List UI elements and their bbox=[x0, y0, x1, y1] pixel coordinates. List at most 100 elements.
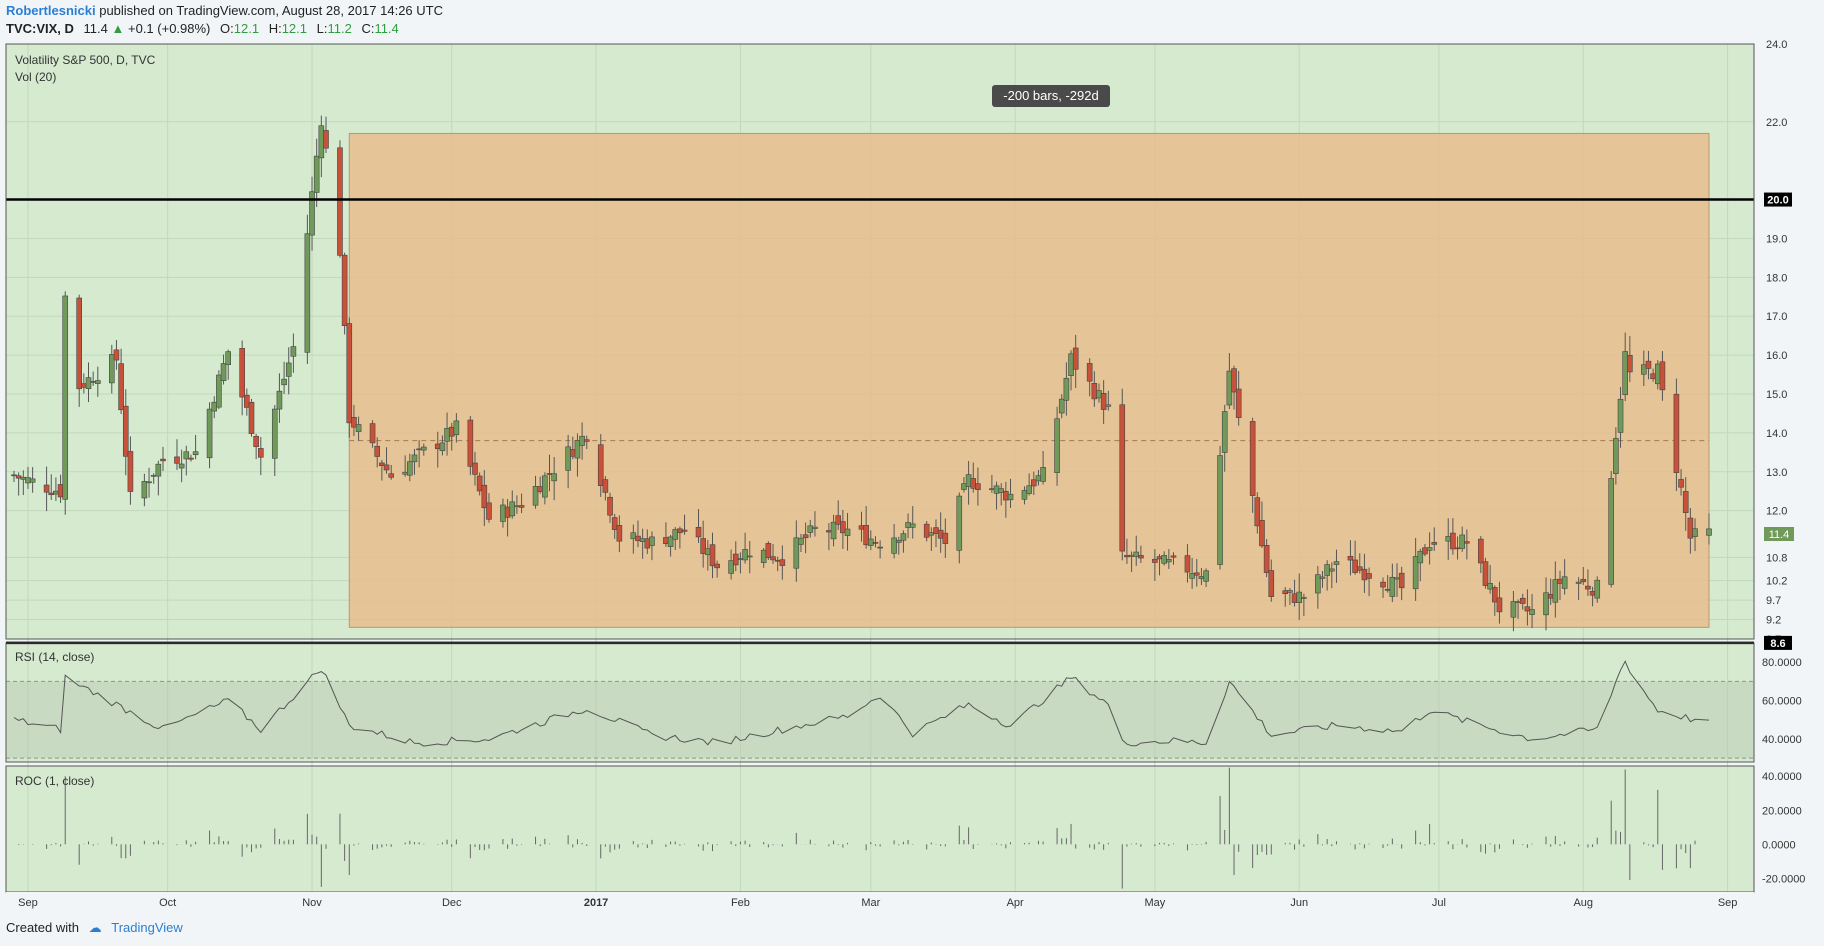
price-tick-label: 16.0 bbox=[1766, 350, 1787, 362]
candle bbox=[518, 493, 525, 514]
candle bbox=[304, 214, 311, 364]
candle bbox=[770, 544, 776, 564]
candle bbox=[672, 527, 679, 550]
candle bbox=[602, 476, 609, 501]
hline-price-tag bbox=[1764, 635, 1792, 650]
candle bbox=[695, 509, 702, 543]
candle bbox=[779, 545, 786, 580]
publish-text: published on TradingView.com, August 28,… bbox=[99, 3, 443, 18]
candle bbox=[607, 492, 613, 523]
time-tick-label: Jun bbox=[1290, 897, 1308, 909]
candle bbox=[481, 470, 488, 526]
candle bbox=[1464, 529, 1470, 560]
last-price-label: 11.4 bbox=[1769, 529, 1790, 541]
candle bbox=[1189, 558, 1195, 589]
range-tooltip: -200 bars, -292d bbox=[992, 85, 1110, 107]
candle bbox=[122, 389, 129, 476]
candle bbox=[830, 514, 837, 547]
candle bbox=[1682, 477, 1689, 531]
candle bbox=[700, 520, 706, 568]
candle bbox=[1422, 543, 1428, 557]
candles bbox=[11, 115, 1712, 632]
roc-tick-label: 20.0000 bbox=[1762, 805, 1802, 817]
candle bbox=[155, 460, 162, 496]
price-tick-label: 15.0 bbox=[1766, 389, 1787, 401]
candle bbox=[323, 116, 329, 154]
price-tick-label: 10.8 bbox=[1766, 552, 1787, 564]
candle bbox=[1026, 473, 1032, 496]
candle bbox=[239, 340, 245, 416]
candle bbox=[611, 513, 618, 539]
candle bbox=[1543, 577, 1549, 631]
candle bbox=[127, 436, 134, 505]
price-tick-label: 18.0 bbox=[1766, 272, 1787, 284]
candle bbox=[1552, 561, 1559, 618]
created-with-text: Created with bbox=[6, 920, 79, 935]
hline-price-label: 8.6 bbox=[1770, 638, 1785, 650]
candle bbox=[1030, 471, 1037, 496]
publish-info: Robertlesnicki published on TradingView.… bbox=[6, 3, 443, 18]
rsi-pane-bg bbox=[6, 643, 1754, 762]
candle bbox=[840, 509, 846, 550]
candle bbox=[146, 467, 152, 498]
candle bbox=[108, 344, 115, 394]
candle bbox=[439, 435, 446, 456]
candle bbox=[1040, 451, 1046, 485]
chart-title: Volatility S&P 500, D, TVC bbox=[15, 53, 156, 67]
candle bbox=[998, 483, 1004, 506]
candle bbox=[453, 413, 460, 443]
candle bbox=[1482, 557, 1489, 589]
candle bbox=[192, 434, 199, 460]
candle bbox=[374, 437, 381, 468]
price-axes[interactable]: 24.0 22.0 20.0 19.0 18.0 17.0 16.0 15.0 14.0 13.0… bbox=[5, 39, 1805, 893]
tradingview-link[interactable]: TradingView bbox=[111, 920, 183, 935]
price-tick-label: 10.2 bbox=[1766, 576, 1787, 588]
low-label: L: bbox=[316, 21, 328, 36]
candle bbox=[928, 527, 935, 551]
price-tick-label: 22.0 bbox=[1766, 117, 1787, 129]
candle bbox=[765, 541, 772, 560]
time-tick-label: Nov bbox=[302, 897, 322, 909]
candle bbox=[1263, 538, 1270, 578]
time-axis[interactable]: Sep Oct Nov Dec 2017 Feb Mar Apr May Jun Jul Aug Sep bbox=[6, 892, 1754, 910]
date-range-box[interactable] bbox=[348, 132, 1710, 628]
rsi-indicator bbox=[6, 660, 1754, 759]
candle bbox=[1412, 537, 1419, 601]
candle bbox=[1063, 362, 1070, 416]
rsi-line bbox=[13, 660, 1710, 747]
time-tick-label: Jul bbox=[1432, 897, 1446, 909]
rsi-label: RSI (14, close) bbox=[15, 650, 94, 664]
candle bbox=[891, 523, 897, 559]
candle bbox=[257, 436, 264, 476]
roc-tick-label: -20.0000 bbox=[1762, 873, 1805, 885]
rsi-tick-label: 60.0000 bbox=[1762, 696, 1802, 708]
candle bbox=[1221, 404, 1228, 472]
candle bbox=[1054, 406, 1060, 486]
candle bbox=[174, 439, 180, 470]
candle bbox=[1259, 501, 1265, 548]
candle bbox=[1613, 427, 1619, 485]
candle bbox=[802, 522, 809, 554]
candle bbox=[812, 511, 818, 537]
rsi-band bbox=[6, 681, 1754, 759]
candle bbox=[1100, 380, 1107, 424]
candle bbox=[709, 532, 716, 579]
high-label: H: bbox=[268, 21, 282, 36]
candle bbox=[1645, 350, 1652, 380]
candle bbox=[1519, 593, 1526, 610]
candle bbox=[1105, 390, 1112, 411]
candle bbox=[798, 533, 804, 553]
candle bbox=[900, 530, 907, 553]
author-link[interactable]: Robertlesnicki bbox=[6, 3, 96, 18]
candle bbox=[551, 457, 557, 501]
candle bbox=[742, 532, 748, 564]
time-axis-bg bbox=[6, 892, 1754, 910]
candle bbox=[476, 472, 483, 496]
candle bbox=[309, 176, 315, 251]
candle bbox=[276, 373, 283, 423]
candle bbox=[379, 459, 385, 481]
candle bbox=[807, 519, 814, 538]
time-tick-label: Dec bbox=[442, 897, 462, 909]
change-text: +0.1 (+0.98%) bbox=[128, 21, 211, 36]
